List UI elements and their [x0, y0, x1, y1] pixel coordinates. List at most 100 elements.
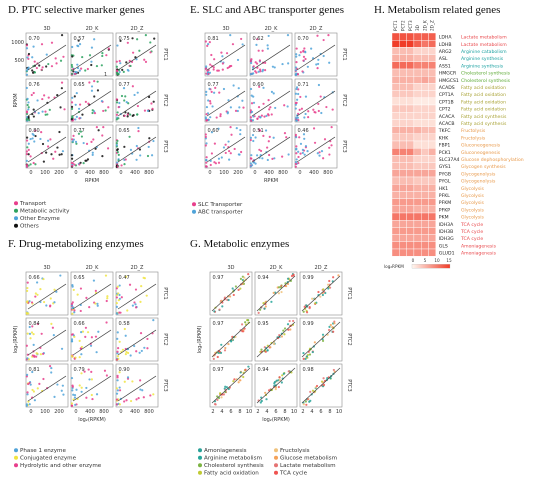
data-point	[322, 377, 325, 380]
data-point	[60, 347, 64, 350]
data-point	[27, 106, 30, 109]
data-point	[305, 311, 309, 314]
legend-swatch	[274, 448, 278, 453]
data-point	[56, 383, 59, 386]
x-tick-label: 400	[264, 170, 274, 176]
data-point	[328, 146, 331, 149]
legend-swatch	[198, 448, 202, 453]
data-point	[222, 393, 226, 396]
data-point	[259, 149, 263, 153]
data-point	[82, 162, 85, 165]
data-point	[28, 119, 31, 122]
data-point	[121, 348, 125, 351]
scatter-subplot: 0.62	[249, 32, 293, 77]
data-point	[337, 274, 340, 277]
fit-line	[27, 44, 67, 71]
data-point	[261, 70, 264, 73]
scatter-subplot: 0.97	[209, 317, 253, 362]
heatmap-cell	[428, 104, 437, 113]
data-point	[133, 344, 136, 348]
gene-label: CPT1B	[439, 99, 454, 105]
heatmap-cell	[406, 234, 415, 243]
data-point	[70, 340, 74, 343]
data-point	[301, 148, 304, 151]
data-point	[75, 142, 78, 145]
data-point	[101, 155, 104, 158]
panel-d-title: D. PTC selective marker genes	[8, 4, 145, 16]
heatmap-cell	[406, 176, 415, 185]
data-point	[252, 101, 256, 104]
correlation-value: 0.94	[258, 367, 269, 373]
pathway-label: Glycolysis	[461, 193, 485, 199]
subplot-frame	[25, 317, 69, 362]
data-point	[25, 69, 28, 72]
data-point	[301, 70, 304, 73]
x-tick-label: 0	[29, 170, 32, 176]
data-point	[72, 288, 75, 292]
data-point	[76, 44, 79, 47]
x-tick-label: 800	[323, 170, 333, 176]
data-point	[295, 136, 298, 139]
data-point	[307, 110, 310, 113]
data-point	[36, 387, 39, 390]
data-point	[254, 70, 257, 73]
data-point	[129, 64, 132, 68]
data-point	[251, 133, 255, 137]
scatter-subplot: 0.75	[115, 32, 159, 77]
heatmap-cell	[413, 111, 422, 120]
heatmap-cell	[428, 83, 437, 91]
data-point	[327, 34, 330, 37]
data-point	[259, 401, 262, 404]
data-point	[25, 153, 28, 156]
data-point	[213, 142, 216, 145]
heatmap-cell	[413, 183, 422, 192]
data-point	[149, 41, 152, 44]
data-point	[79, 347, 82, 350]
pathway-label: Glycogenolysis	[461, 171, 496, 177]
data-point	[104, 274, 108, 277]
data-point	[268, 153, 271, 157]
data-point	[76, 66, 80, 70]
data-point	[77, 107, 81, 110]
data-point	[256, 154, 259, 157]
data-point	[219, 113, 222, 116]
data-point	[31, 132, 34, 136]
gene-label: ACADS	[439, 85, 455, 91]
data-point	[247, 365, 250, 368]
fit-line	[296, 90, 336, 117]
heatmap-cell	[391, 183, 400, 192]
data-point	[27, 115, 30, 119]
data-point	[322, 157, 325, 160]
data-point	[218, 91, 221, 94]
data-point	[125, 350, 128, 354]
data-point	[76, 293, 79, 296]
data-point	[240, 37, 243, 41]
pathway-label: Fatty acid oxidation	[461, 99, 506, 105]
data-point	[126, 115, 129, 118]
legend-label: Amoniagenesis	[204, 448, 247, 454]
data-point	[205, 65, 208, 68]
data-point	[232, 293, 235, 297]
heatmap-cell	[421, 198, 429, 207]
data-point	[33, 60, 36, 63]
data-point	[72, 134, 75, 137]
fit-line	[27, 136, 67, 163]
pathway-label: Fructolysis	[461, 135, 486, 141]
data-point	[250, 102, 254, 105]
scatter-subplot: 0.97	[209, 271, 253, 316]
heatmap-row: PFKL Glycolysis	[391, 191, 485, 199]
scatter-subplot: 0.97	[209, 363, 253, 408]
data-point	[135, 350, 138, 353]
data-point	[312, 127, 316, 130]
data-point	[90, 85, 94, 88]
data-point	[126, 376, 130, 379]
data-point	[90, 63, 93, 67]
heatmap-cell	[391, 54, 400, 62]
heatmap-cell	[428, 162, 437, 171]
correlation-value: 0.84	[29, 321, 40, 327]
heatmap-cell	[421, 47, 429, 55]
data-point	[61, 384, 64, 387]
data-point	[28, 403, 31, 406]
pathway-label: Gluconeogenesis	[461, 143, 501, 149]
data-point	[298, 54, 301, 57]
